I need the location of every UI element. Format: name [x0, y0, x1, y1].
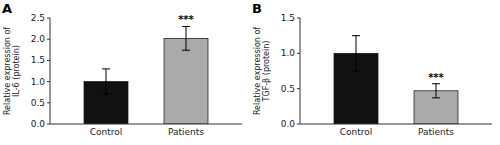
panel-label: B — [252, 1, 262, 16]
x-tick-label: Patients — [168, 127, 204, 137]
panel: 0.0 0.5 1.0 1.5 2.0 2.5 Control Patients Relativ… — [2, 1, 242, 137]
y-tick-label: 1.5 — [31, 55, 45, 65]
y-tick-label: 2.0 — [31, 34, 46, 44]
annotation: *** — [428, 72, 444, 83]
panel: 0.0 0.5 1.0 1.5 Control Patients Relative expr… — [252, 1, 492, 137]
error-bar — [432, 84, 440, 98]
y-axis-label: Relative expression ofIL-6 (protein) — [3, 27, 21, 115]
y-axis-label-line: IL-6 (protein) — [12, 45, 21, 97]
plot-area — [84, 26, 208, 124]
x-tick-label: Control — [90, 127, 123, 137]
error-bar — [102, 69, 110, 94]
y-axis-label-line: Relative expression of — [253, 27, 262, 115]
x-axis — [50, 124, 242, 125]
plot-area — [334, 36, 458, 124]
y-tick-label: 0.5 — [281, 84, 295, 94]
y-axis — [50, 18, 51, 124]
y-tick-label: 1.0 — [31, 77, 46, 87]
y-tick-label: 0.0 — [31, 119, 46, 129]
y-tick-label: 1.5 — [281, 13, 295, 23]
y-axis-label-line: TGF-β (protein) — [262, 41, 271, 103]
x-tick-label: Control — [340, 127, 373, 137]
y-tick-label: 0.0 — [281, 119, 296, 129]
y-tick-label: 0.5 — [31, 98, 45, 108]
y-tick-label: 2.5 — [31, 13, 45, 23]
annotation: *** — [178, 14, 194, 25]
chart: 0.0 0.5 1.0 1.5 2.0 2.5 Control Patients Relativ… — [0, 0, 500, 145]
y-axis-label: Relative expression ofTGF-β (protein) — [253, 27, 271, 115]
error-bar — [182, 26, 190, 50]
panel-label: A — [2, 1, 12, 16]
y-axis — [300, 18, 301, 124]
bar — [164, 38, 208, 124]
x-tick-label: Patients — [418, 127, 454, 137]
y-tick-label: 1.0 — [281, 48, 296, 58]
x-axis — [300, 124, 492, 125]
y-axis-label-line: Relative expression of — [3, 27, 12, 115]
error-bar — [352, 36, 360, 71]
